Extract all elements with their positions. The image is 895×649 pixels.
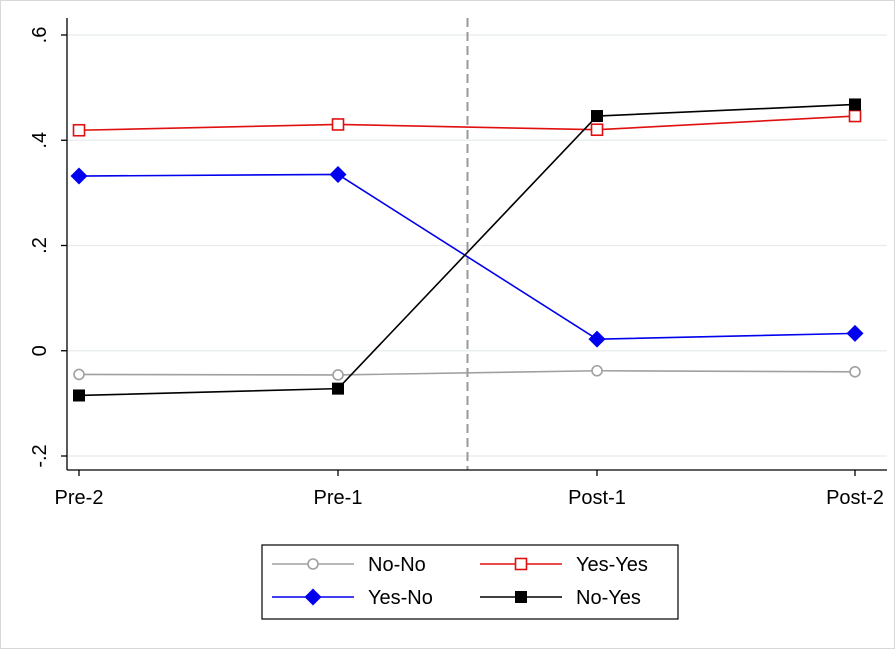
legend-item-yes-no: Yes-No bbox=[272, 587, 433, 609]
legend-label-yes-no: Yes-No bbox=[368, 587, 433, 609]
legend-item-no-yes: No-Yes bbox=[480, 587, 641, 609]
series-line-yes-no bbox=[78, 173, 856, 340]
legend: No-No Yes-Yes Yes-No No-Yes bbox=[261, 544, 679, 620]
series-yes-no bbox=[70, 165, 864, 348]
x-tick-label-post-1: Post-1 bbox=[568, 487, 626, 509]
x-tick-label-pre-2: Pre-2 bbox=[55, 487, 104, 509]
legend-marker-yes-no bbox=[304, 588, 322, 606]
point-no-yes-post-2 bbox=[849, 98, 861, 111]
point-yes-yes-pre-2 bbox=[72, 123, 86, 137]
series-line-yes-yes bbox=[78, 115, 856, 132]
y-tick-label-4: .4 bbox=[29, 132, 51, 149]
legend-label-no-yes: No-Yes bbox=[576, 587, 641, 609]
point-no-no-post-2 bbox=[849, 365, 861, 378]
series-yes-yes bbox=[72, 109, 862, 137]
point-yes-yes-post-1 bbox=[590, 123, 604, 137]
axes: -.2 0 .2 .4 .6 Pre-2 Pre-1 Post-1 Post-2 bbox=[29, 18, 887, 509]
series-no-yes bbox=[73, 98, 861, 402]
point-yes-yes-pre-1 bbox=[331, 118, 345, 131]
y-tick-label-0: 0 bbox=[29, 345, 51, 356]
point-no-yes-pre-2 bbox=[73, 389, 85, 402]
gridlines bbox=[68, 34, 887, 457]
point-yes-no-post-2 bbox=[846, 324, 864, 342]
legend-item-no-no: No-No bbox=[272, 554, 426, 576]
legend-marker-yes-yes bbox=[514, 557, 528, 571]
x-tick-label-post-2: Post-2 bbox=[826, 487, 884, 509]
series-line-no-no bbox=[78, 369, 856, 376]
legend-label-yes-yes: Yes-Yes bbox=[576, 554, 648, 576]
point-no-no-pre-1 bbox=[332, 369, 344, 381]
y-tick-label-6: .6 bbox=[29, 27, 51, 44]
point-yes-yes-post-2 bbox=[848, 109, 862, 123]
point-no-no-pre-2 bbox=[73, 368, 85, 381]
legend-marker-no-yes bbox=[515, 591, 527, 603]
point-yes-no-post-1 bbox=[588, 330, 606, 348]
legend-item-yes-yes: Yes-Yes bbox=[480, 554, 648, 576]
y-tick-label-2: .2 bbox=[29, 237, 51, 254]
point-no-no-post-1 bbox=[591, 364, 603, 377]
point-yes-no-pre-1 bbox=[329, 165, 347, 183]
legend-box bbox=[261, 544, 679, 620]
series-line-no-yes bbox=[78, 103, 856, 397]
x-tick-label-pre-1: Pre-1 bbox=[314, 487, 363, 509]
legend-marker-no-no bbox=[307, 558, 319, 570]
point-no-yes-post-1 bbox=[591, 110, 603, 123]
series-no-no bbox=[73, 364, 861, 381]
y-tick-label-2: -.2 bbox=[29, 444, 51, 467]
point-yes-no-pre-2 bbox=[70, 167, 88, 185]
point-no-yes-pre-1 bbox=[332, 382, 344, 395]
series-layer bbox=[70, 98, 864, 402]
legend-label-no-no: No-No bbox=[368, 554, 426, 576]
